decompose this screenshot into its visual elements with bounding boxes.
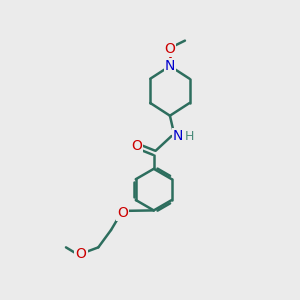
Text: H: H (185, 130, 194, 143)
Text: O: O (76, 247, 86, 261)
Text: O: O (117, 206, 128, 220)
Text: O: O (131, 139, 142, 153)
Text: N: N (165, 59, 175, 73)
Text: O: O (164, 42, 175, 56)
Text: N: N (173, 130, 183, 143)
